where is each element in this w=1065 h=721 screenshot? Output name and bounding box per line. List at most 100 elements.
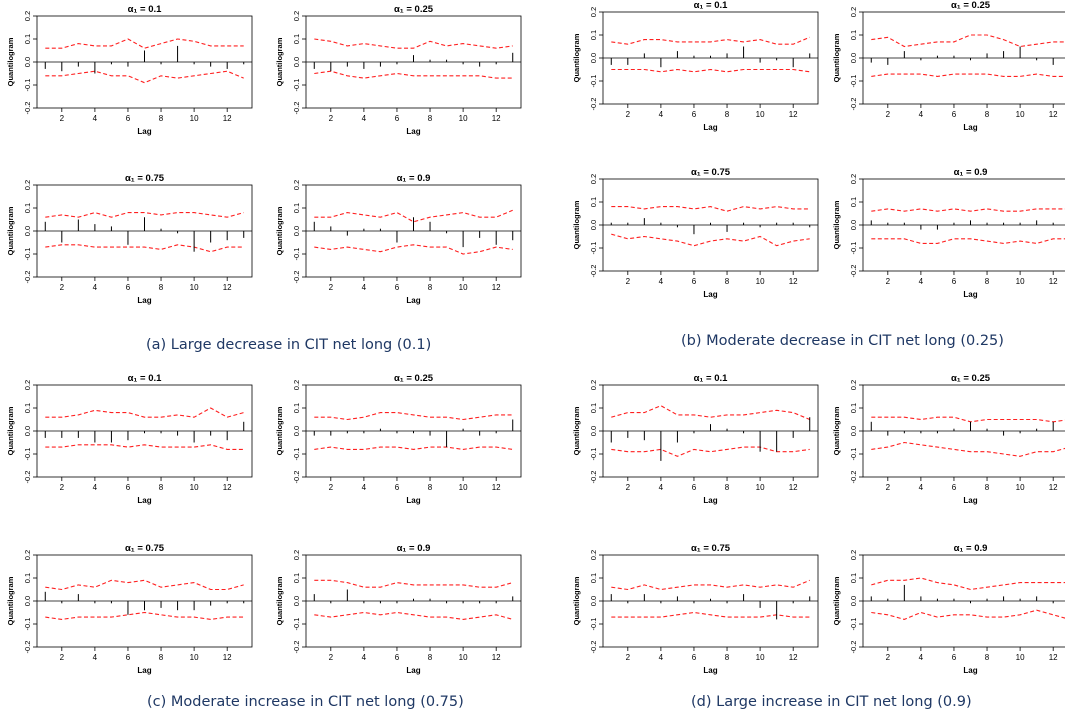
plot-title: α₁ = 0.25 [394, 4, 434, 15]
y-tick-label: 0.2 [23, 380, 32, 390]
quantilogram-plot-b3: α₁ = 0.75 -0.2 -0.1 0.0 0.1 0.2 2 4 6 8 10 12 Lag Qua… [572, 167, 819, 299]
x-tick-label: 10 [1016, 653, 1025, 662]
x-tick-label: 6 [692, 110, 697, 119]
plot-title: α₁ = 0.75 [125, 173, 165, 184]
plot-title: α₁ = 0.25 [951, 0, 991, 11]
quantilogram-plot-d3: α₁ = 0.75 -0.2 -0.1 0.0 0.1 0.2 2 4 6 8 10 12 Lag Qua… [572, 543, 819, 675]
x-tick-label: 10 [756, 277, 765, 286]
upper-band [45, 38, 244, 49]
y-tick-label: -0.2 [849, 641, 858, 654]
x-axis-label: Lag [137, 296, 151, 305]
x-tick-label: 8 [985, 110, 990, 119]
lower-band [611, 68, 810, 73]
panel-a-caption: (a) Large decrease in CIT net long (0.1) [146, 337, 432, 353]
x-tick-label: 4 [659, 277, 664, 286]
x-axis-label: Lag [406, 296, 420, 305]
x-tick-label: 10 [756, 483, 765, 492]
x-tick-label: 8 [725, 653, 730, 662]
upper-band [611, 36, 810, 45]
plot-title: α₁ = 0.9 [397, 173, 431, 184]
y-tick-label: -0.1 [292, 618, 301, 631]
x-tick-label: 10 [1016, 110, 1025, 119]
x-tick-label: 6 [395, 653, 400, 662]
y-tick-label: -0.1 [849, 75, 858, 88]
plot-title: α₁ = 0.75 [691, 543, 731, 554]
panel-c-caption: (c) Moderate increase in CIT net long (0… [147, 694, 464, 710]
y-tick-label: 0.1 [849, 30, 858, 40]
upper-band [611, 405, 810, 421]
x-tick-label: 12 [223, 483, 232, 492]
x-tick-label: 2 [60, 653, 65, 662]
y-tick-label: 0.0 [23, 596, 32, 606]
y-tick-label: 0.1 [292, 573, 301, 583]
x-tick-label: 4 [659, 653, 664, 662]
x-tick-label: 4 [362, 483, 367, 492]
x-tick-label: 6 [952, 110, 957, 119]
y-tick-label: 0.1 [589, 30, 598, 40]
y-axis-label: Quantilogram [275, 406, 284, 455]
y-axis-label: Quantilogram [572, 576, 581, 625]
x-tick-label: 4 [362, 114, 367, 123]
x-tick-label: 2 [329, 483, 334, 492]
lower-band [871, 238, 1065, 244]
x-tick-label: 8 [725, 110, 730, 119]
x-tick-label: 10 [756, 110, 765, 119]
x-tick-label: 8 [159, 114, 164, 123]
quantilogram-plot-d1: α₁ = 0.1 -0.2 -0.1 0.0 0.1 0.2 2 4 6 8 10 12 Lag Quan… [572, 373, 819, 505]
x-tick-label: 12 [492, 283, 501, 292]
y-tick-label: -0.1 [849, 242, 858, 255]
lower-band [611, 611, 810, 618]
y-tick-label: 0.1 [292, 203, 301, 213]
x-tick-label: 8 [985, 277, 990, 286]
y-tick-label: 0.2 [589, 7, 598, 17]
x-axis-label: Lag [963, 290, 977, 299]
y-tick-label: 0.0 [849, 426, 858, 436]
lower-band [611, 446, 810, 457]
x-tick-label: 4 [659, 483, 664, 492]
x-tick-label: 8 [159, 283, 164, 292]
x-tick-label: 6 [126, 114, 131, 123]
plot-title: α₁ = 0.75 [691, 167, 731, 178]
upper-band [871, 208, 1065, 212]
y-tick-label: 0.0 [849, 220, 858, 230]
x-tick-label: 2 [329, 653, 334, 662]
y-tick-label: -0.1 [292, 79, 301, 92]
upper-band [871, 416, 1065, 423]
y-tick-label: -0.1 [589, 448, 598, 461]
x-tick-label: 2 [60, 114, 65, 123]
y-tick-label: -0.1 [849, 618, 858, 631]
plot-title: α₁ = 0.1 [694, 0, 729, 11]
upper-band [611, 206, 810, 212]
x-axis-label: Lag [703, 123, 717, 132]
x-tick-label: 12 [1049, 110, 1058, 119]
x-tick-label: 4 [93, 114, 98, 123]
x-tick-label: 8 [159, 653, 164, 662]
y-tick-label: -0.2 [589, 471, 598, 484]
x-tick-label: 10 [190, 114, 199, 123]
x-tick-label: 8 [428, 483, 433, 492]
y-tick-label: -0.2 [589, 265, 598, 278]
quantilogram-plot-d4: α₁ = 0.9 -0.2 -0.1 0.0 0.1 0.2 2 4 6 8 10 12 Lag Quan… [832, 543, 1065, 675]
x-tick-label: 8 [428, 114, 433, 123]
x-tick-label: 8 [428, 283, 433, 292]
y-tick-label: 0.1 [23, 203, 32, 213]
x-tick-label: 2 [626, 483, 631, 492]
x-tick-label: 12 [223, 653, 232, 662]
x-tick-label: 8 [985, 483, 990, 492]
plot-title: α₁ = 0.9 [954, 543, 988, 554]
y-axis-label: Quantilogram [6, 206, 15, 255]
x-tick-label: 2 [329, 114, 334, 123]
lower-band [45, 244, 244, 253]
y-tick-label: -0.2 [292, 471, 301, 484]
x-tick-label: 10 [190, 283, 199, 292]
y-tick-label: 0.0 [23, 426, 32, 436]
lower-band [314, 244, 513, 255]
x-tick-label: 12 [789, 277, 798, 286]
plot-title: α₁ = 0.1 [128, 4, 163, 15]
lower-band [871, 73, 1065, 77]
plot-title: α₁ = 0.9 [954, 167, 988, 178]
x-tick-label: 2 [60, 283, 65, 292]
y-axis-label: Quantilogram [832, 576, 841, 625]
x-tick-label: 12 [223, 283, 232, 292]
